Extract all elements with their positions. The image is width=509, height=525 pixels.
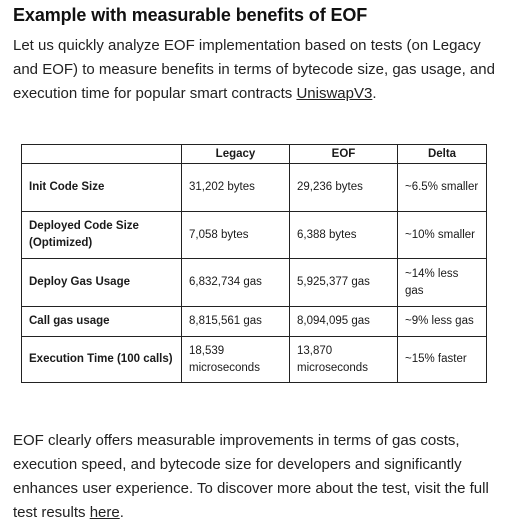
section-heading: Example with measurable benefits of EOF — [13, 5, 368, 25]
delta-value: ~15% faster — [397, 336, 487, 383]
uniswapv3-link[interactable]: UniswapV3 — [296, 85, 373, 102]
eof-value: 8,094,095 gas — [289, 306, 398, 337]
intro-text: Let us quickly analyze EOF implementatio… — [13, 37, 495, 102]
table-row: Call gas usage 8,815,561 gas 8,094,095 g… — [21, 306, 487, 337]
row-label: Init Code Size — [21, 163, 182, 212]
table-row: Deploy Gas Usage 6,832,734 gas 5,925,377… — [21, 258, 487, 307]
row-label: Deploy Gas Usage — [21, 258, 182, 307]
eof-value: 6,388 bytes — [289, 211, 398, 259]
legacy-value: 8,815,561 gas — [181, 306, 290, 337]
outro-suffix: . — [119, 504, 124, 521]
outro-text: EOF clearly offers measurable improvemen… — [13, 432, 489, 521]
eof-value: 13,870 microseconds — [289, 336, 398, 383]
legacy-value: 7,058 bytes — [181, 211, 290, 259]
benchmark-table: Legacy EOF Delta Init Code Size 31,202 b… — [21, 144, 487, 383]
row-label: Deployed Code Size (Optimized) — [21, 211, 182, 259]
intro-suffix: . — [372, 85, 377, 102]
header-empty-cell — [21, 144, 182, 164]
table-row: Execution Time (100 calls) 18,539 micros… — [21, 336, 487, 383]
delta-value: ~10% smaller — [397, 211, 487, 259]
legacy-value: 31,202 bytes — [181, 163, 290, 212]
header-legacy: Legacy — [181, 144, 290, 164]
delta-value: ~14% less gas — [397, 258, 487, 307]
delta-value: ~9% less gas — [397, 306, 487, 337]
table-header-row: Legacy EOF Delta — [21, 144, 487, 164]
row-label: Execution Time (100 calls) — [21, 336, 182, 383]
test-results-link[interactable]: here — [89, 504, 120, 521]
legacy-value: 18,539 microseconds — [181, 336, 290, 383]
intro-paragraph: Let us quickly analyze EOF implementatio… — [13, 34, 501, 106]
conclusion-paragraph: EOF clearly offers measurable improvemen… — [13, 429, 505, 525]
header-delta: Delta — [397, 144, 487, 164]
table-row: Deployed Code Size (Optimized) 7,058 byt… — [21, 211, 487, 259]
eof-value: 29,236 bytes — [289, 163, 398, 212]
row-label: Call gas usage — [21, 306, 182, 337]
delta-value: ~6.5% smaller — [397, 163, 487, 212]
legacy-value: 6,832,734 gas — [181, 258, 290, 307]
eof-value: 5,925,377 gas — [289, 258, 398, 307]
table-row: Init Code Size 31,202 bytes 29,236 bytes… — [21, 163, 487, 212]
header-eof: EOF — [289, 144, 398, 164]
